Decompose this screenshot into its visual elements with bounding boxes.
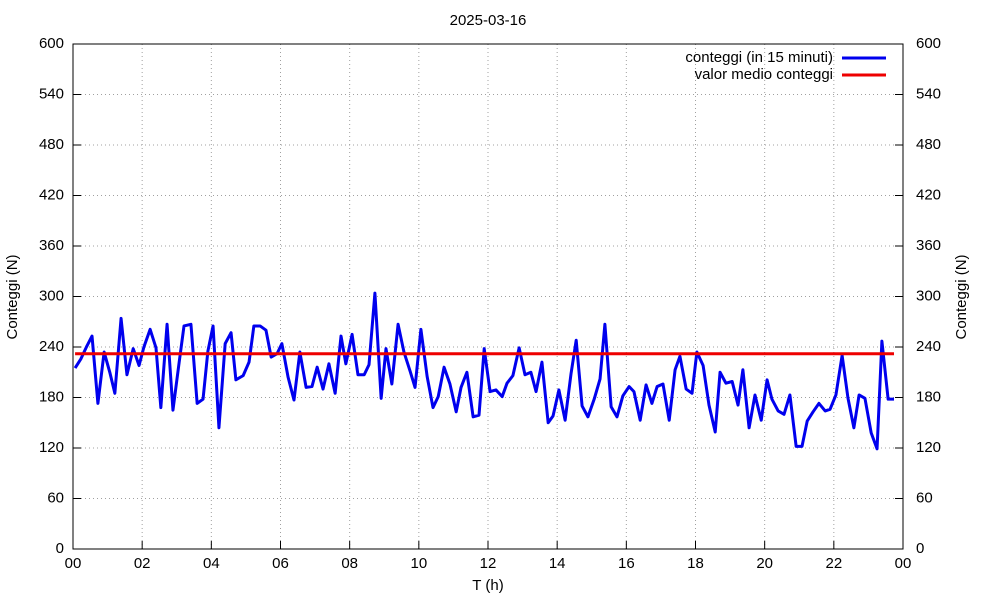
y-tick-label: 60 — [47, 489, 64, 506]
y-tick-label: 300 — [39, 287, 64, 304]
y-tick-label: 420 — [39, 186, 64, 203]
y2-tick-label: 0 — [916, 540, 924, 557]
x-tick-label: 22 — [825, 555, 842, 572]
x-tick-label: 00 — [895, 555, 912, 572]
y2-tick-label: 480 — [916, 136, 941, 153]
y2-tick-label: 360 — [916, 237, 941, 254]
x-tick-label: 08 — [341, 555, 358, 572]
x-tick-label: 12 — [480, 555, 497, 572]
chart-title: 2025-03-16 — [450, 12, 527, 29]
y2-tick-label: 540 — [916, 85, 941, 102]
plot-frame — [72, 43, 904, 550]
series-line — [73, 291, 895, 451]
y2-tick-label: 60 — [916, 489, 933, 506]
y2-tick-label: 120 — [916, 439, 941, 456]
x-tick-label: 00 — [65, 555, 82, 572]
x-tick-label: 04 — [203, 555, 220, 572]
y2-tick-label: 180 — [916, 388, 941, 405]
y2-tick-label: 240 — [916, 338, 941, 355]
x-tick-label: 16 — [618, 555, 635, 572]
x-tick-label: 06 — [272, 555, 289, 572]
y2-tick-label: 300 — [916, 287, 941, 304]
x-tick-label: 20 — [756, 555, 773, 572]
x-tick-label: 02 — [134, 555, 151, 572]
x-tick-label: 10 — [410, 555, 427, 572]
y-tick-label: 0 — [56, 540, 64, 557]
x-tick-label: 14 — [549, 555, 566, 572]
legend-label: conteggi (in 15 minuti) — [685, 49, 833, 66]
legend-label: valor medio conteggi — [695, 66, 833, 83]
y-axis-label: Conteggi (N) — [4, 254, 21, 339]
y-tick-label: 120 — [39, 439, 64, 456]
y-tick-label: 180 — [39, 388, 64, 405]
x-axis-label: T (h) — [472, 577, 503, 594]
y2-tick-label: 420 — [916, 186, 941, 203]
y-tick-label: 360 — [39, 237, 64, 254]
y-tick-label: 240 — [39, 338, 64, 355]
x-tick-label: 18 — [687, 555, 704, 572]
y2-axis-label: Conteggi (N) — [953, 254, 970, 339]
y-tick-label: 540 — [39, 85, 64, 102]
y-tick-label: 480 — [39, 136, 64, 153]
y2-tick-label: 600 — [916, 35, 941, 52]
y-tick-label: 600 — [39, 35, 64, 52]
